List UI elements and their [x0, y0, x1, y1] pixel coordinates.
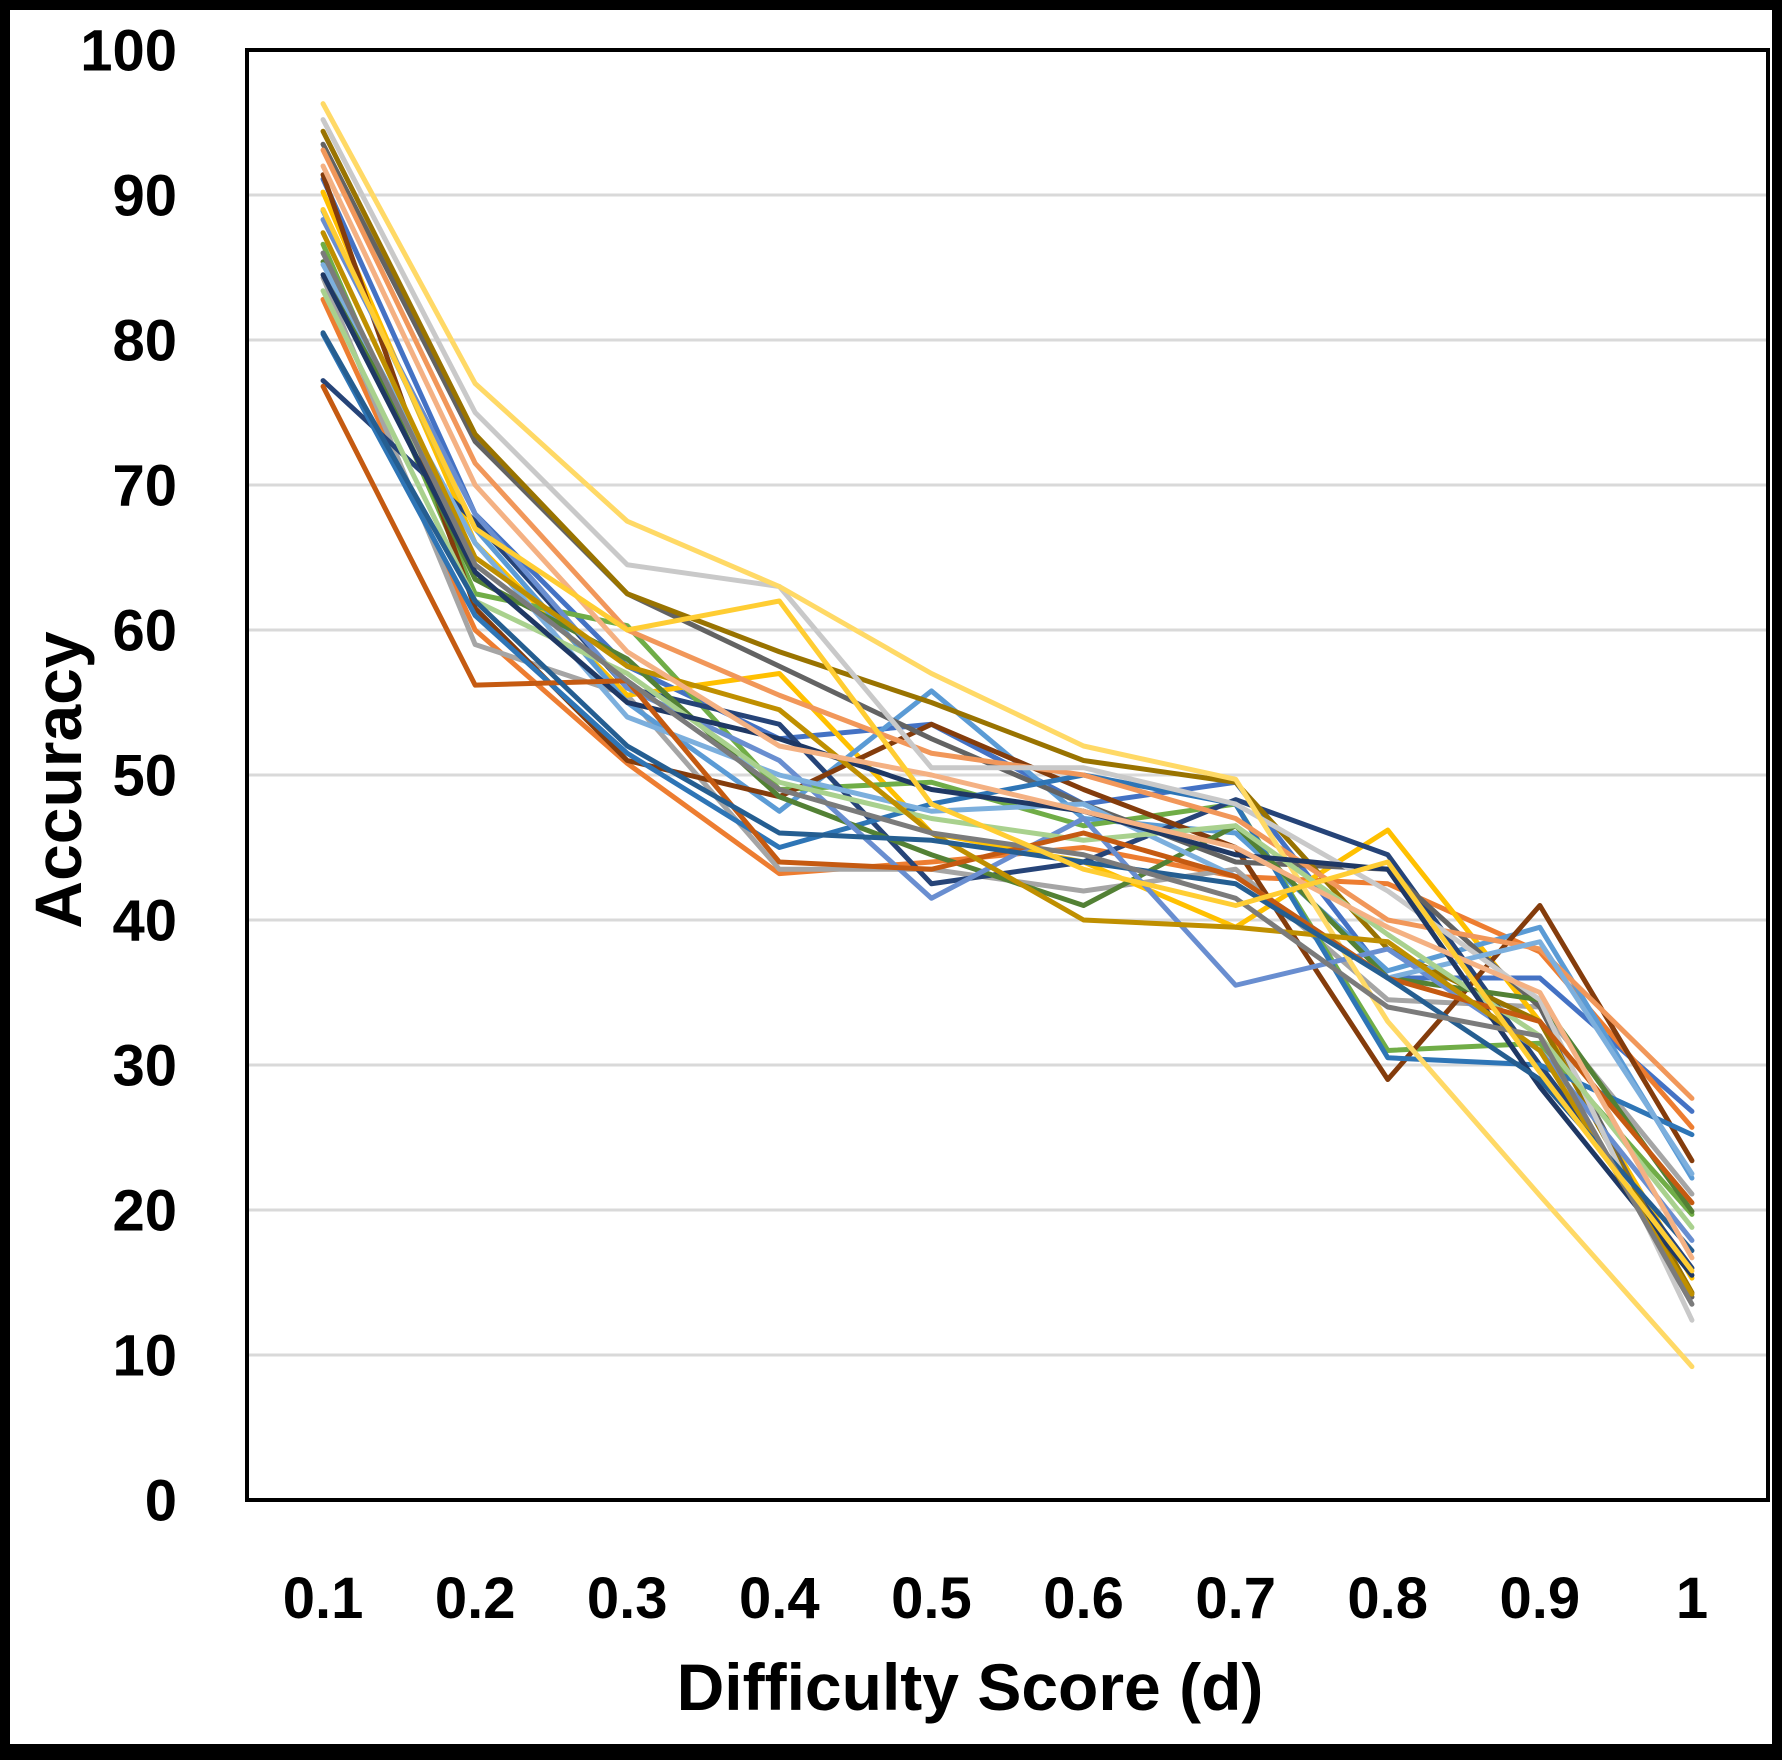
- y-tick-label-60: 60: [112, 598, 177, 663]
- y-tick-label-80: 80: [112, 308, 177, 373]
- x-tick-label-0.5: 0.5: [891, 1566, 972, 1631]
- series-line-light-blue: [320, 208, 1695, 1181]
- plot-area-border: [245, 48, 1770, 1502]
- series-line-goldenrod: [320, 230, 1695, 1297]
- x-tick-label-0.9: 0.9: [1500, 1566, 1581, 1631]
- x-tick-label-0.2: 0.2: [435, 1566, 516, 1631]
- x-tick-label-1: 1: [1676, 1566, 1708, 1631]
- series-line-salmon-2: [320, 163, 1695, 1261]
- gridlines: [247, 193, 1768, 1357]
- series-line-navy-2: [320, 272, 1695, 1278]
- x-tick-label-0.1: 0.1: [283, 1566, 364, 1631]
- series-line-silver: [320, 117, 1695, 1323]
- y-tick-label-30: 30: [112, 1033, 177, 1098]
- x-axis-title: Difficulty Score (d): [677, 1650, 1264, 1724]
- series-line-pale-blue: [320, 262, 1695, 1177]
- series-line-mid-gray: [320, 250, 1695, 1307]
- x-tick-label-0.8: 0.8: [1347, 1566, 1428, 1631]
- y-axis-tick-labels: 0 10 20 30 40 50 60 70 80 90 100: [80, 18, 177, 1533]
- y-tick-label-70: 70: [112, 453, 177, 518]
- x-tick-label-0.7: 0.7: [1195, 1566, 1276, 1631]
- y-tick-label-40: 40: [112, 888, 177, 953]
- y-tick-label-20: 20: [112, 1178, 177, 1243]
- series-line-steel-blue: [320, 330, 1695, 1254]
- x-axis-tick-labels: 0.1 0.2 0.3 0.4 0.5 0.6 0.7 0.8 0.9 1: [283, 1566, 1708, 1631]
- series-line-orange: [320, 296, 1695, 1130]
- x-tick-label-0.6: 0.6: [1043, 1566, 1124, 1631]
- x-tick-label-0.3: 0.3: [587, 1566, 668, 1631]
- x-tick-label-0.4: 0.4: [739, 1566, 820, 1631]
- y-tick-label-0: 0: [145, 1468, 177, 1533]
- y-axis-title: Accuracy: [21, 631, 95, 928]
- series-line-light-yellow: [320, 101, 1695, 1370]
- series-line-salmon: [320, 147, 1695, 1101]
- y-tick-label-100: 100: [80, 18, 177, 83]
- series-line-dark-gray: [320, 141, 1695, 1300]
- series-line-gray: [320, 275, 1695, 1197]
- y-tick-label-50: 50: [112, 743, 177, 808]
- y-tick-label-90: 90: [112, 163, 177, 228]
- series-line-dark-green: [320, 259, 1695, 1214]
- series-line-gold: [320, 189, 1695, 1281]
- y-tick-label-10: 10: [112, 1323, 177, 1388]
- series-line-amber: [320, 207, 1695, 1274]
- series-lines: [320, 101, 1695, 1370]
